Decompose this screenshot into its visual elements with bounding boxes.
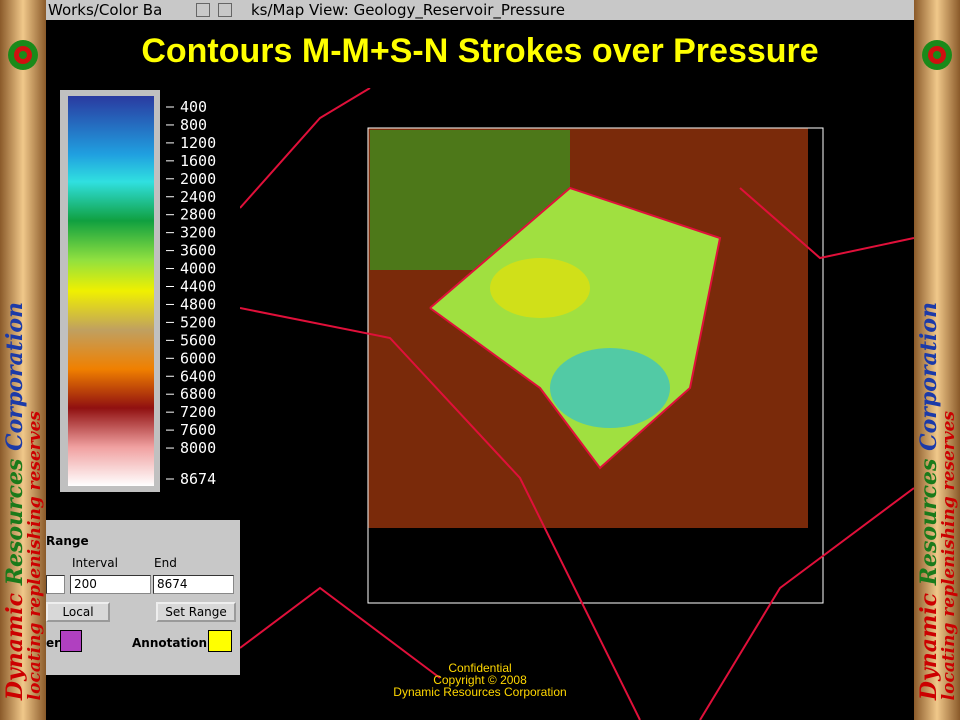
colorbar-label: 4000 [180, 260, 216, 278]
right-banner: Dynamic Resources Corporation locating r… [914, 0, 960, 720]
colorbar-label: 2800 [180, 206, 216, 224]
boundaries [240, 88, 914, 720]
colorbar-label: 4400 [180, 278, 216, 296]
colorbar-label: 6400 [180, 367, 216, 385]
color-swatch[interactable] [60, 630, 82, 652]
mode-dropdown[interactable]: Local [46, 602, 110, 622]
range-panel: Range Interval End 200 8674 Local Set Ra… [46, 520, 240, 675]
logo [8, 40, 38, 70]
footer-line: Confidential [448, 661, 512, 675]
footer-line: Dynamic Resources Corporation [393, 685, 567, 699]
colorbar-label: 8000 [180, 439, 216, 457]
annotation-label: Annotation [132, 636, 208, 650]
logo [922, 40, 952, 70]
colorbar-label: 5200 [180, 313, 216, 331]
colorbar-label: 4800 [180, 295, 216, 313]
title-bar: Works/Color Ba ks/Map View: Geology_Rese… [46, 0, 914, 20]
colorbar-label: 1200 [180, 134, 216, 152]
footer-line: Copyright © 2008 [433, 673, 527, 687]
window-button[interactable] [218, 3, 232, 17]
colorbar-label: 7200 [180, 403, 216, 421]
colorbar-label: 3600 [180, 242, 216, 260]
colorbar [68, 96, 154, 486]
interval-field[interactable]: 200 [70, 575, 151, 594]
annotation-swatch[interactable] [208, 630, 232, 652]
colorbar-label: 2400 [180, 188, 216, 206]
colorbar-label: 7600 [180, 421, 216, 439]
set-range-button[interactable]: Set Range [156, 602, 236, 622]
contour [550, 348, 670, 428]
window-button[interactable] [196, 3, 210, 17]
slide-title: Contours M-M+S-N Strokes over Pressure [141, 32, 819, 70]
tagline: locating replenishing reserves [939, 410, 959, 700]
colorbar-label: 3200 [180, 224, 216, 242]
color-label: er [46, 636, 61, 650]
colorbar-label: 6000 [180, 349, 216, 367]
colorbar-label: 8674 [180, 470, 216, 488]
colorbar-label: 2000 [180, 170, 216, 188]
contour [490, 258, 590, 318]
colorbar-label: 1600 [180, 152, 216, 170]
map-frame [367, 127, 824, 604]
tagline: locating replenishing reserves [25, 410, 45, 700]
start-field[interactable] [46, 575, 65, 594]
footer: Confidential Copyright © 2008 Dynamic Re… [330, 662, 630, 698]
field-label: Interval [72, 556, 118, 570]
window-title: Works/Color Ba [48, 1, 163, 19]
colorbar-label: 6800 [180, 385, 216, 403]
section-heading: Range [46, 534, 89, 548]
colorbar-label: 5600 [180, 331, 216, 349]
end-field[interactable]: 8674 [153, 575, 234, 594]
colorbar-panel: 4008001200160020002400280032003600400044… [60, 90, 216, 492]
window-title: ks/Map View: Geology_Reservoir_Pressure [251, 1, 565, 19]
left-banner: Dynamic Resources Corporation locating r… [0, 0, 46, 720]
colorbar-label: 800 [180, 116, 207, 134]
field-label: End [154, 556, 177, 570]
colorbar-label: 400 [180, 98, 207, 116]
map-view [240, 88, 914, 720]
